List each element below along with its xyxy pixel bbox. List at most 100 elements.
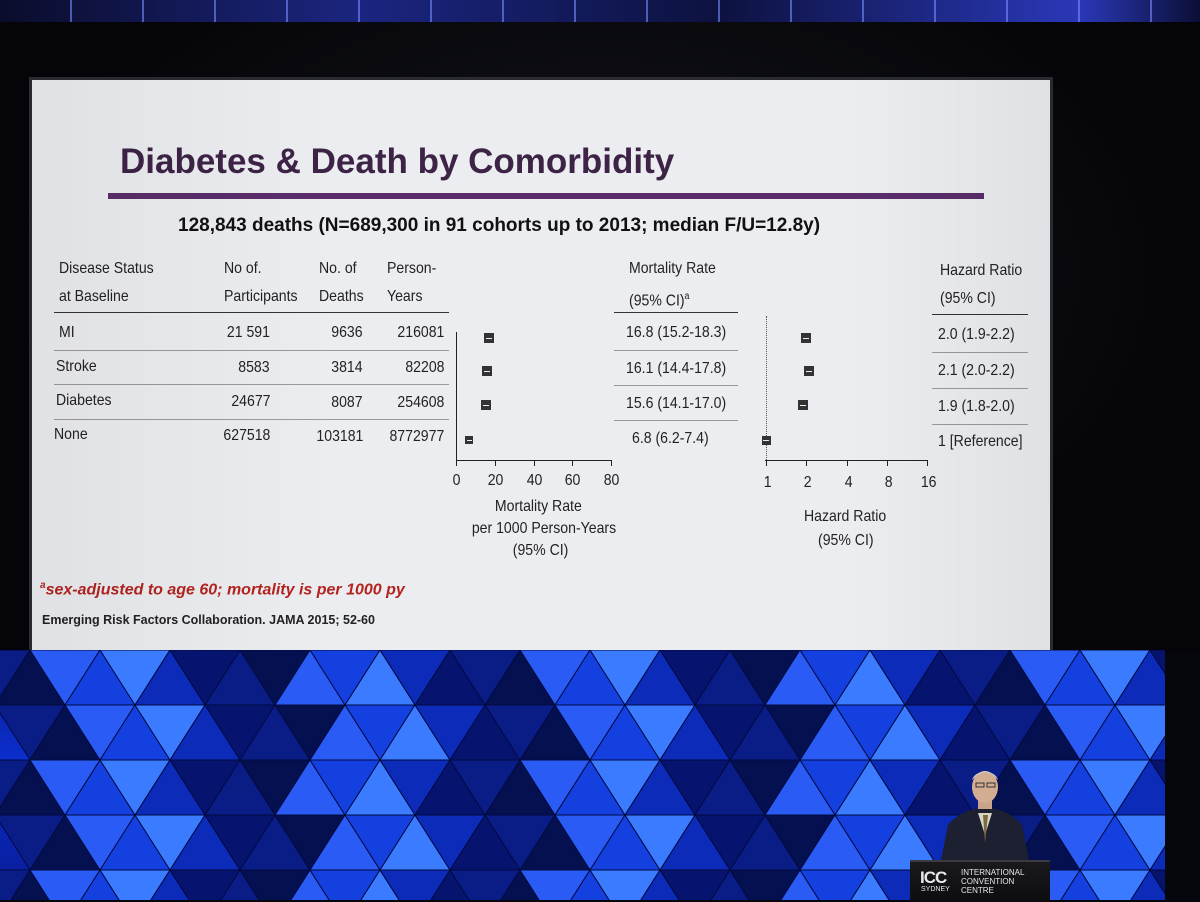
- hazard-tick-label: 2: [804, 474, 812, 491]
- row-divider: [932, 352, 1028, 353]
- lectern: ICC SYDNEY INTERNATIONAL CONVENTION CENT…: [910, 860, 1050, 902]
- row-participants: 24677: [230, 393, 270, 410]
- venue-name: INTERNATIONAL CONVENTION CENTRE: [961, 868, 1051, 895]
- slide-subtitle: 128,843 deaths (N=689,300 in 91 cohorts …: [178, 215, 821, 236]
- row-participants: 627518: [223, 427, 270, 444]
- header-disease-status-line1: Disease Status: [59, 260, 154, 277]
- row-hazard: 1.9 (1.8-2.0): [938, 398, 1015, 415]
- mortality-axis-label-2: per 1000 Person-Years: [471, 520, 617, 537]
- venue-name-line3: CENTRE: [961, 886, 994, 895]
- backdrop-facet: [1114, 814, 1165, 871]
- footnote-superscript: a: [40, 580, 46, 591]
- hazard-point-diabetes: [798, 400, 809, 410]
- mortality-tick-label: 20: [487, 472, 504, 489]
- mortality-tick-label: 80: [603, 472, 620, 489]
- mortality-point-none: [465, 436, 474, 444]
- hazard-tick-label: 4: [844, 474, 853, 491]
- header-mortality-line2: (95% CI): [629, 292, 685, 310]
- row-divider: [614, 420, 738, 421]
- header-hazard-line2: (95% CI): [940, 290, 996, 307]
- title-underline: [108, 193, 984, 199]
- hazard-tick-label: 8: [884, 474, 893, 491]
- row-hazard: 2.0 (1.9-2.2): [938, 326, 1015, 343]
- mortality-tick: [456, 460, 457, 466]
- row-mortality: 15.6 (14.1-17.0): [626, 395, 727, 412]
- hazard-reference-line: [766, 316, 767, 460]
- mortality-tick: [533, 460, 535, 466]
- header-mortality-line1: Mortality Rate: [629, 260, 716, 277]
- header-mortality-superscript: a: [684, 291, 690, 302]
- backdrop-facet: [1149, 650, 1165, 675]
- hazard-point-none: [761, 435, 771, 445]
- row-person-years: 254608: [397, 394, 444, 411]
- row-mortality: 6.8 (6.2-7.4): [632, 430, 709, 447]
- slide-title: Diabetes & Death by Comorbidity: [120, 142, 675, 181]
- projection-screen: Diabetes & Death by Comorbidity 128,843 …: [32, 80, 1050, 663]
- header-hazard-ratio: Hazard Ratio (95% CI): [940, 257, 1022, 313]
- mortality-point-mi: [483, 333, 494, 343]
- citation: Emerging Risk Factors Collaboration. JAM…: [42, 613, 375, 627]
- mortality-tick: [611, 460, 612, 466]
- header-person-years-line1: Person-: [387, 260, 437, 277]
- backdrop-facet: [1149, 869, 1165, 895]
- backdrop-facet: [1149, 845, 1165, 871]
- row-participants: 21 591: [226, 324, 270, 341]
- header-person-years-line2: Years: [387, 288, 423, 305]
- hazard-axis-label-1: Hazard Ratio: [804, 508, 887, 525]
- row-divider: [932, 424, 1028, 425]
- row-deaths: 8087: [331, 394, 363, 411]
- footnote-text: sex-adjusted to age 60; mortality is per…: [45, 581, 405, 599]
- hazard-tick-label: 1: [763, 474, 772, 491]
- row-person-years: 82208: [404, 359, 444, 376]
- mortality-point-stroke: [482, 366, 493, 376]
- hazard-tick: [846, 460, 848, 466]
- hazard-tick: [806, 460, 808, 466]
- row-hazard: 1 [Reference]: [938, 433, 1023, 450]
- venue-logo: ICC: [920, 868, 947, 887]
- hazard-tick: [766, 460, 767, 466]
- row-hazard: 2.1 (2.0-2.2): [938, 362, 1015, 379]
- header-deaths-line1: No. of: [319, 260, 357, 277]
- row-divider: [614, 385, 738, 386]
- hazard-point-stroke: [804, 366, 815, 376]
- backdrop-facet: [1149, 759, 1165, 785]
- row-divider: [54, 350, 449, 351]
- stage-backdrop: [0, 650, 1165, 900]
- row-person-years: 8772977: [389, 428, 444, 445]
- mortality-axis-label-1: Mortality Rate: [494, 498, 582, 515]
- header-rule-left: [54, 312, 449, 313]
- venue-name-line2: CONVENTION: [961, 877, 1015, 886]
- header-participants-line2: Participants: [224, 288, 298, 305]
- row-person-years: 216081: [397, 324, 444, 341]
- mortality-plot-y-axis: [456, 332, 457, 460]
- row-divider: [614, 350, 738, 351]
- row-mortality: 16.1 (14.4-17.8): [626, 360, 727, 377]
- hazard-tick-label: 16: [920, 474, 937, 491]
- mortality-tick: [572, 460, 574, 466]
- ceiling-lights: [0, 0, 1200, 22]
- row-status: Stroke: [56, 358, 97, 375]
- header-mortality-rate: Mortality Rate (95% CI)a: [629, 255, 716, 315]
- row-divider: [54, 419, 449, 420]
- row-divider: [932, 388, 1028, 389]
- row-deaths: 3814: [331, 359, 363, 376]
- row-deaths: 9636: [331, 324, 363, 341]
- hazard-tick: [886, 460, 888, 466]
- hazard-axis-label-2: (95% CI): [818, 532, 874, 549]
- hazard-tick: [927, 460, 928, 466]
- hazard-point-mi: [801, 333, 812, 343]
- venue-name-line1: INTERNATIONAL: [961, 868, 1025, 877]
- row-deaths: 103181: [316, 428, 363, 445]
- row-participants: 8583: [238, 359, 270, 376]
- header-person-years: Person- Years: [387, 255, 436, 311]
- header-deaths: No. of Deaths: [319, 255, 364, 311]
- backdrop-facets: [0, 650, 1165, 900]
- footnote: asex-adjusted to age 60; mortality is pe…: [40, 580, 405, 599]
- mortality-tick-label: 0: [452, 472, 461, 489]
- backdrop-facet: [1130, 869, 1165, 900]
- mortality-tick-label: 60: [564, 472, 581, 489]
- header-deaths-line2: Deaths: [319, 288, 364, 305]
- mortality-axis-label-3: (95% CI): [512, 542, 569, 559]
- row-mortality: 16.8 (15.2-18.3): [626, 324, 727, 341]
- header-participants: No of. Participants: [224, 255, 298, 311]
